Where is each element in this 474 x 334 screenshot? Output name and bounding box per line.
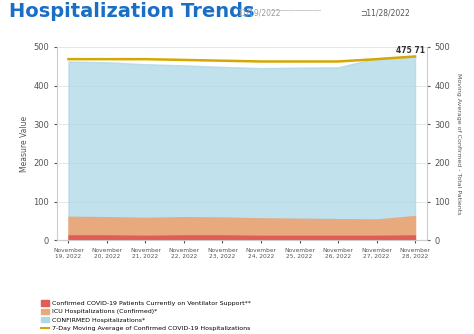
Y-axis label: Moving Average of Confirmed - Total Patients: Moving Average of Confirmed - Total Pati… bbox=[456, 73, 461, 214]
Text: ────────────: ──────────── bbox=[270, 8, 321, 14]
Text: 475 71: 475 71 bbox=[396, 45, 425, 54]
Text: 11/19/2022: 11/19/2022 bbox=[237, 8, 281, 17]
Text: Hospitalization Trends: Hospitalization Trends bbox=[9, 2, 255, 21]
Y-axis label: Measure Value: Measure Value bbox=[20, 116, 29, 172]
Text: ⊐11/28/2022: ⊐11/28/2022 bbox=[360, 8, 410, 17]
Legend: Confirmed COVID-19 Patients Currently on Ventilator Support**, ICU Hospitalizati: Confirmed COVID-19 Patients Currently on… bbox=[41, 300, 251, 331]
